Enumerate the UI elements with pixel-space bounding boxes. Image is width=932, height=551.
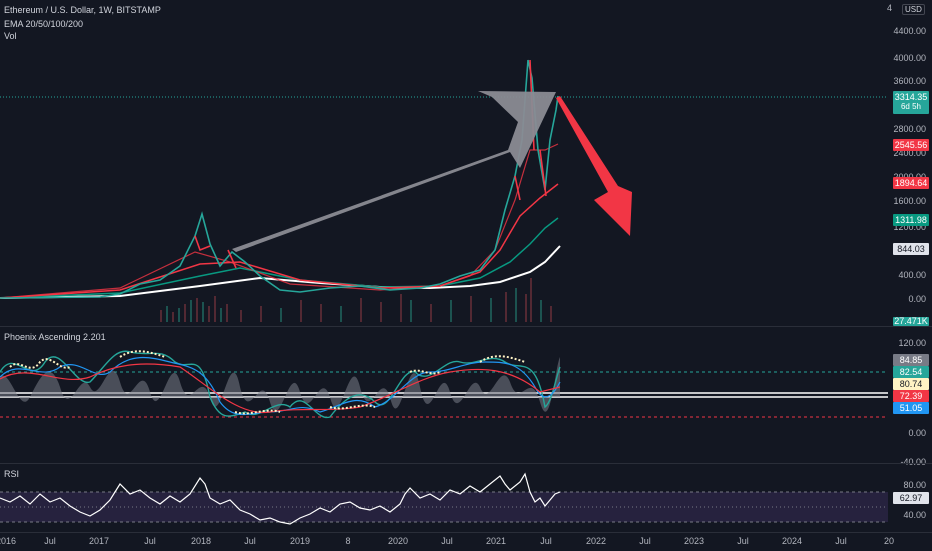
time-tick: Jul	[835, 536, 847, 546]
price-pane[interactable]: Ethereum / U.S. Dollar, 1W, BITSTAMP EMA…	[0, 0, 888, 326]
volume-legend[interactable]: Vol	[4, 31, 17, 41]
time-tick: 2020	[387, 536, 409, 546]
time-tick: Jul	[244, 536, 256, 546]
time-tick: 8	[345, 536, 351, 546]
time-tick: Jul	[639, 536, 651, 546]
oscillator-axis[interactable]: 120.00 0.00 -40.00	[888, 327, 932, 467]
time-tick: 2019	[289, 536, 311, 546]
oscillator-tick: 0.00	[908, 428, 926, 438]
pane-separator[interactable]	[0, 326, 932, 327]
price-axis[interactable]: 4 USD 4400.00 4000.00 3600.00 2800.00 24…	[886, 0, 932, 326]
price-tick: 3600.00	[893, 76, 926, 86]
time-tick: 2017	[88, 536, 110, 546]
ema-legend[interactable]: EMA 20/50/100/200	[4, 19, 84, 29]
rsi-pane[interactable]: RSI	[0, 464, 888, 532]
volume-bars	[160, 278, 552, 322]
axis-top-cut: 4	[886, 3, 892, 13]
rsi-chart[interactable]	[0, 464, 888, 532]
price-chart[interactable]	[0, 0, 888, 326]
time-tick: 2023	[683, 536, 705, 546]
price-tick: 2800.00	[893, 124, 926, 134]
oscillator-chart[interactable]	[0, 327, 888, 463]
time-tick: 2016	[0, 536, 17, 546]
price-tick: 0.00	[908, 294, 926, 304]
time-axis[interactable]	[0, 532, 932, 551]
rsi-tick: 40.00	[903, 510, 926, 520]
time-tick: 20	[883, 536, 895, 546]
symbol-title[interactable]: Ethereum / U.S. Dollar, 1W, BITSTAMP	[4, 5, 161, 15]
oscillator-signal-line	[0, 363, 561, 414]
oscillator-tag-histogram: 84.85	[893, 354, 929, 366]
time-tick: 2018	[190, 536, 212, 546]
rsi-axis[interactable]: 80.00 40.00	[888, 464, 932, 532]
price-tick: 1200.00	[893, 222, 926, 232]
oscillator-histogram	[0, 357, 560, 412]
oscillator-tag-fast: 82.54	[893, 366, 929, 378]
countdown-value: 6d 5h	[900, 102, 922, 111]
price-candles	[0, 59, 559, 299]
oscillator-pane[interactable]: Phoenix Ascending 2.201	[0, 327, 888, 463]
ema-20-line	[0, 143, 559, 299]
rsi-title[interactable]: RSI	[4, 469, 20, 479]
oscillator-tag-dotted: 80.74	[893, 378, 929, 390]
price-tick: 4000.00	[893, 53, 926, 63]
rsi-tag: 62.97	[893, 492, 929, 504]
time-tick: Jul	[540, 536, 552, 546]
time-tick: 2024	[781, 536, 803, 546]
oscillator-fast-line	[0, 350, 561, 419]
oscillator-tick: 120.00	[898, 338, 926, 348]
up-arrow-drawing	[232, 91, 556, 252]
ema-50-tag: 1894.64	[893, 177, 929, 189]
rsi-tick: 80.00	[903, 480, 926, 490]
current-price-tag: 3314.35 6d 5h	[893, 91, 929, 114]
time-tick: 2022	[585, 536, 607, 546]
oscillator-tag-signal: 72.39	[893, 390, 929, 402]
oscillator-dotted-line	[9, 350, 526, 415]
price-tick: 1600.00	[893, 196, 926, 206]
price-tick: 400.00	[898, 270, 926, 280]
current-price-value: 3314.35	[894, 92, 928, 102]
volume-tag: 27.471K	[893, 316, 929, 326]
oscillator-tag-slow: 51.05	[893, 402, 929, 414]
rsi-line	[0, 472, 561, 525]
down-arrow-drawing	[556, 96, 632, 236]
ema-50-line	[0, 183, 559, 299]
currency-button[interactable]: USD	[902, 4, 925, 15]
time-tick: Jul	[441, 536, 453, 546]
oscillator-title[interactable]: Phoenix Ascending 2.201	[4, 332, 106, 342]
ema-20-tag: 2545.56	[893, 139, 929, 151]
ema-200-tag: 844.03	[893, 243, 929, 255]
time-tick: Jul	[144, 536, 156, 546]
oscillator-tick: -40.00	[900, 457, 926, 467]
price-tick: 2400.00	[893, 148, 926, 158]
time-tick: 2021	[485, 536, 507, 546]
ema-100-tag: 1311.98	[893, 214, 929, 226]
time-tick: Jul	[737, 536, 749, 546]
pane-separator[interactable]	[0, 463, 932, 464]
time-tick: Jul	[44, 536, 56, 546]
price-tick: 4400.00	[893, 26, 926, 36]
